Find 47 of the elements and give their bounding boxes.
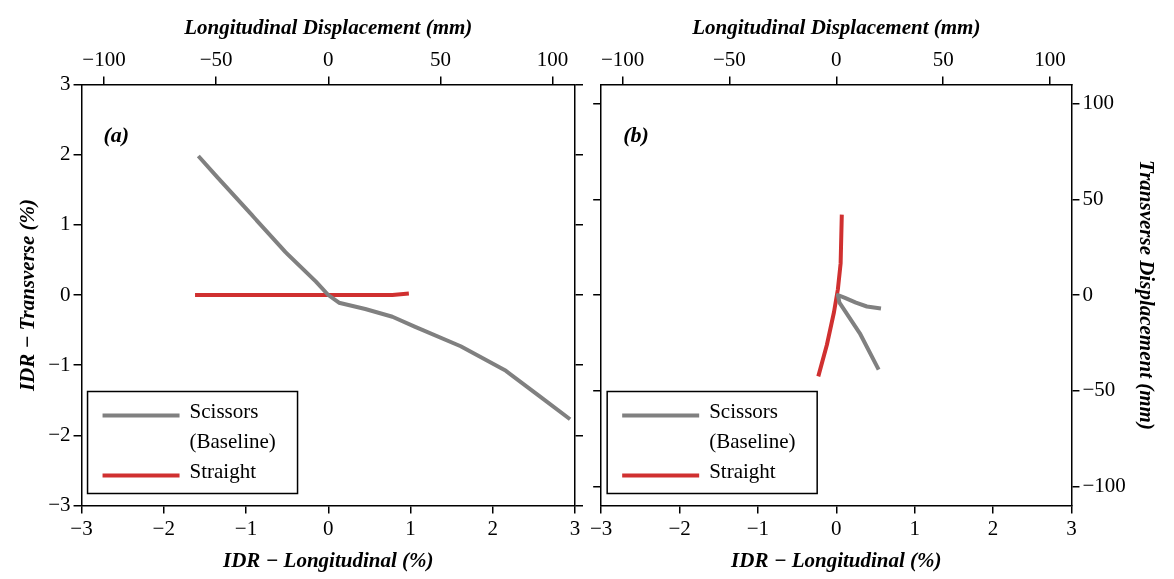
- legend-label: Straight: [709, 459, 776, 484]
- y2-tick-label: 0: [1082, 281, 1093, 306]
- annotation: (b): [623, 122, 649, 148]
- x-tick-label: −3: [590, 515, 613, 540]
- y2-tick-label: 100: [1082, 90, 1114, 115]
- x2-tick-label: 0: [323, 47, 334, 72]
- y-tick-label: 2: [60, 141, 71, 166]
- x-tick-label: 3: [569, 515, 581, 540]
- x-tick-label: −1: [234, 515, 258, 540]
- x-tick-label: 2: [487, 515, 499, 540]
- y2-tick-label: −100: [1082, 472, 1126, 497]
- x-tick-label: 1: [405, 515, 416, 540]
- y-tick-label: 0: [60, 281, 71, 306]
- x2-tick-label: 100: [1034, 47, 1066, 72]
- x-tick-label: 0: [831, 515, 842, 540]
- x-tick-label: 3: [1066, 515, 1077, 540]
- x2-axis-title: Longitudinal Displacement (mm): [691, 15, 981, 40]
- legend-label: Straight: [189, 459, 257, 484]
- x-tick-label: −2: [668, 515, 691, 540]
- y-tick-label: −2: [48, 421, 71, 446]
- x2-tick-label: 50: [429, 47, 451, 72]
- x-tick-label: −2: [152, 515, 175, 540]
- x-tick-label: 0: [323, 515, 334, 540]
- x-tick-label: 2: [987, 515, 999, 540]
- y-tick-label: −1: [48, 351, 71, 376]
- x2-tick-label: −100: [82, 47, 126, 72]
- y2-tick-label: −50: [1082, 377, 1116, 402]
- x2-tick-label: 50: [932, 47, 954, 72]
- x2-axis-title: Longitudinal Displacement (mm): [183, 15, 473, 40]
- x2-tick-label: −50: [199, 47, 233, 72]
- x2-tick-label: 0: [831, 47, 842, 72]
- x-axis-title: IDR − Longitudinal (%): [222, 547, 434, 572]
- legend-label: Scissors (Baseline): [709, 399, 796, 454]
- x-axis-title: IDR − Longitudinal (%): [730, 547, 942, 572]
- x2-tick-label: −100: [600, 47, 645, 72]
- x-tick-label: −1: [746, 515, 770, 540]
- y-tick-label: 3: [60, 70, 71, 95]
- y2-tick-label: 50: [1082, 185, 1104, 210]
- annotation: (a): [103, 122, 130, 148]
- y-axis-title: IDR − Transverse (%): [15, 198, 40, 393]
- x2-tick-label: −50: [713, 47, 746, 72]
- x-tick-label: 1: [909, 515, 920, 540]
- y-tick-label: −3: [48, 492, 71, 517]
- x2-tick-label: 100: [536, 47, 569, 72]
- legend-label: Scissors (Baseline): [189, 399, 276, 454]
- y-tick-label: 1: [60, 211, 71, 236]
- y2-axis-title: Transverse Displacement (mm): [1134, 160, 1159, 430]
